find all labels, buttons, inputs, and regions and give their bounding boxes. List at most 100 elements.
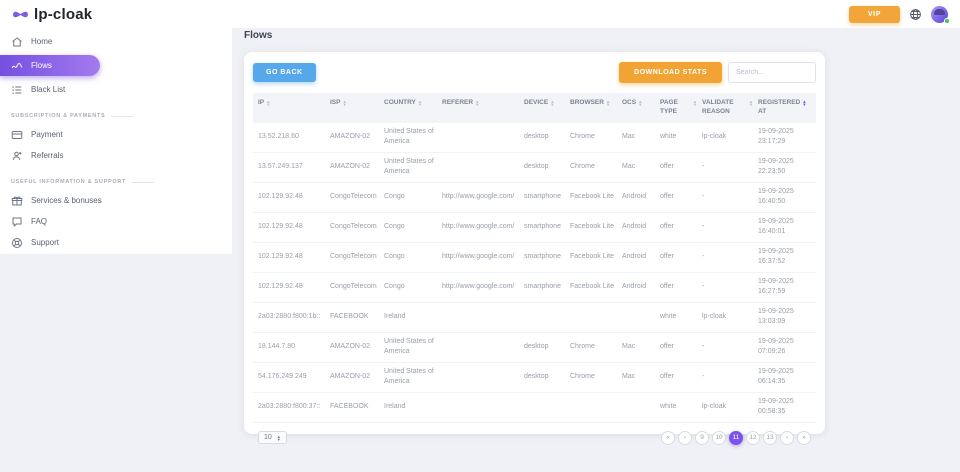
cell-isp: AMAZON-02 — [330, 132, 371, 140]
column-header-registered_at[interactable]: REGISTERED AT ▴ ▾ — [758, 99, 812, 117]
cell-ip: 102.129.92.48 — [258, 252, 303, 260]
column-header-page_type[interactable]: PAGE TYPE ▴ ▾ — [660, 99, 702, 117]
column-header-referer[interactable]: REFERER ▴ ▾ — [442, 99, 524, 117]
pagination-page-12[interactable]: 12 — [746, 430, 760, 445]
sort-icon[interactable]: ▴ ▾ — [476, 99, 479, 108]
cell-referer: http://www.google.com/ — [442, 192, 515, 200]
sidebar-item-faq[interactable]: FAQ — [0, 211, 232, 232]
sidebar-item-label: Services & bonuses — [31, 196, 102, 205]
column-header-country[interactable]: COUNTRY ▴ ▾ — [384, 99, 442, 117]
column-header-browser[interactable]: BROWSER ▴ ▾ — [570, 99, 622, 117]
sort-icon[interactable]: ▴ ▾ — [606, 99, 610, 108]
user-plus-icon — [11, 150, 23, 162]
pagination-last[interactable]: » — [797, 430, 811, 445]
sort-icon[interactable]: ▴ ▾ — [343, 99, 346, 108]
sidebar-item-support[interactable]: Support — [0, 232, 232, 253]
cell-validate_reason: - — [702, 342, 705, 350]
cell-country: United States of America — [384, 367, 434, 386]
cell-country: Congo — [384, 282, 405, 290]
cell-browser — [570, 403, 622, 411]
cell-device: smartphone — [524, 282, 561, 290]
sidebar-item-payment[interactable]: Payment — [0, 124, 232, 145]
column-header-validate_reason[interactable]: VALIDATE REASON ▴ ▾ — [702, 99, 758, 117]
sort-icon[interactable]: ▴ ▾ — [551, 99, 554, 108]
cell-validate_reason: - — [702, 282, 705, 290]
avatar[interactable] — [931, 5, 950, 24]
column-label: OCS — [622, 99, 637, 106]
column-label: IP — [258, 99, 265, 106]
column-header-isp[interactable]: ISP ▴ ▾ — [330, 99, 384, 117]
cell-page_type: offer — [660, 162, 674, 170]
cell-registered_at: 19-09-2025 16:40:50 — [758, 187, 794, 206]
sort-icon[interactable]: ▴ ▾ — [693, 99, 696, 108]
download-stats-button[interactable]: DOWNLOAD STATS — [619, 62, 722, 83]
cell-page_type: offer — [660, 192, 674, 200]
table-row: 54.176.249.249 AMAZON-02 United States of … — [253, 363, 816, 393]
pagination-page-13[interactable]: 13 — [763, 430, 777, 445]
cell-page_type: white — [660, 402, 677, 410]
brand-logo[interactable]: lp-cloak — [12, 6, 92, 23]
cell-device: smartphone — [524, 192, 561, 200]
page-size-value: 10 — [264, 434, 272, 442]
cell-validate_reason: - — [702, 192, 705, 200]
cell-validate_reason: - — [702, 372, 705, 380]
sidebar-item-home[interactable]: Home — [0, 31, 232, 52]
cell-page_type: offer — [660, 282, 674, 290]
cell-page_type: white — [660, 132, 677, 140]
sort-icon[interactable]: ▴ ▾ — [418, 99, 422, 108]
pagination-next[interactable]: › — [780, 430, 794, 445]
cell-country: Congo — [384, 222, 405, 230]
sidebar: Home Flows Black List SUBSCRIPTION & PAY… — [0, 28, 232, 254]
pager: «‹ 9 10 11 12 13 ›» — [661, 430, 811, 445]
cell-browser — [570, 313, 622, 321]
cell-referer — [442, 163, 524, 171]
search-input[interactable] — [728, 62, 816, 83]
cell-ip: 102.129.92.48 — [258, 192, 303, 200]
go-back-button[interactable]: GO BACK — [253, 63, 316, 82]
cell-ocs: Android — [622, 222, 647, 230]
pagination-prev[interactable]: ‹ — [678, 430, 692, 445]
globe-icon[interactable] — [909, 8, 922, 21]
cell-country: United States of America — [384, 127, 434, 146]
column-label: ISP — [330, 99, 341, 106]
cell-isp: AMAZON-02 — [330, 372, 371, 380]
gift-icon — [11, 195, 23, 207]
cell-registered_at: 19-09-2025 13:03:09 — [758, 307, 794, 326]
cell-device: desktop — [524, 162, 549, 170]
page-size-select[interactable]: 10 ▲ ▼ — [258, 431, 287, 445]
cell-device — [524, 403, 570, 411]
cell-ip: 18.144.7.80 — [258, 342, 295, 350]
sidebar-item-black-list[interactable]: Black List — [0, 79, 232, 100]
cell-referer: http://www.google.com/ — [442, 252, 515, 260]
table-row: 102.129.92.48 CongoTelecom Congo http://www… — [253, 243, 816, 273]
column-header-ocs[interactable]: OCS ▴ ▾ — [622, 99, 660, 117]
sidebar-item-referrals[interactable]: Referrals — [0, 145, 232, 166]
sidebar-item-label: Payment — [31, 130, 63, 139]
column-header-device[interactable]: DEVICE ▴ ▾ — [524, 99, 570, 117]
table-row: 2a03:2880:f800:1b:: FACEBOOK Ireland white l… — [253, 303, 816, 333]
pagination-page-11[interactable]: 11 — [729, 430, 743, 445]
section-divider — [132, 181, 155, 183]
cell-page_type: offer — [660, 252, 674, 260]
cell-isp: AMAZON-02 — [330, 342, 371, 350]
pagination-page-10[interactable]: 10 — [712, 430, 726, 445]
vip-button[interactable]: VIP — [848, 5, 900, 23]
cell-browser: Chrome — [570, 372, 595, 380]
table-row: 13.57.249.137 AMAZON-02 United States of A… — [253, 153, 816, 183]
sort-icon[interactable]: ▴ ▾ — [749, 99, 752, 108]
pagination-page-9[interactable]: 9 — [695, 430, 709, 445]
pagination-first[interactable]: « — [661, 430, 675, 445]
sort-icon[interactable]: ▴ ▾ — [803, 99, 806, 108]
cell-registered_at: 19-09-2025 16:37:52 — [758, 247, 794, 266]
sidebar-item-services-bonuses[interactable]: Services & bonuses — [0, 190, 232, 211]
sidebar-item-flows[interactable]: Flows — [0, 55, 100, 76]
cell-referer — [442, 133, 524, 141]
cell-registered_at: 19-09-2025 23:17:29 — [758, 127, 794, 146]
column-header-ip[interactable]: IP ▴ ▾ — [258, 99, 330, 117]
cell-ocs: Mac — [622, 372, 636, 380]
cell-ip: 13.57.249.137 — [258, 162, 303, 170]
sort-icon[interactable]: ▴ ▾ — [639, 99, 642, 108]
sort-icon[interactable]: ▴ ▾ — [267, 99, 270, 108]
sidebar-item-label: Home — [31, 37, 53, 46]
cell-ocs — [622, 403, 660, 411]
